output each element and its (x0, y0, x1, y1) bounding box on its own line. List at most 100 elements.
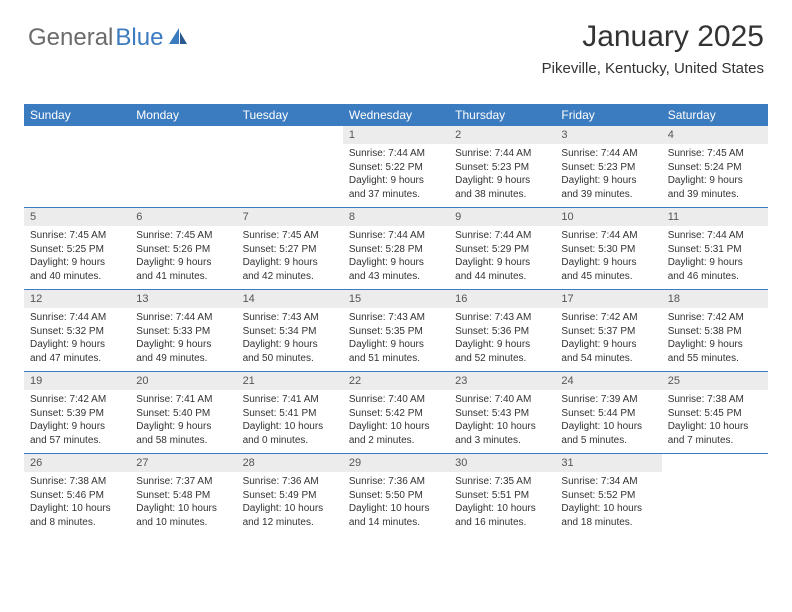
day-cell: 20Sunrise: 7:41 AMSunset: 5:40 PMDayligh… (130, 372, 236, 453)
day-info: Sunrise: 7:42 AMSunset: 5:37 PMDaylight:… (555, 308, 661, 371)
day-cell: 18Sunrise: 7:42 AMSunset: 5:38 PMDayligh… (662, 290, 768, 371)
day-cell: 16Sunrise: 7:43 AMSunset: 5:36 PMDayligh… (449, 290, 555, 371)
day-number: 1 (343, 126, 449, 144)
day-cell: 15Sunrise: 7:43 AMSunset: 5:35 PMDayligh… (343, 290, 449, 371)
day-info: Sunrise: 7:44 AMSunset: 5:23 PMDaylight:… (555, 144, 661, 207)
day-info: Sunrise: 7:39 AMSunset: 5:44 PMDaylight:… (555, 390, 661, 453)
day-number: 30 (449, 454, 555, 472)
day-cell: 29Sunrise: 7:36 AMSunset: 5:50 PMDayligh… (343, 454, 449, 535)
day-cell: 24Sunrise: 7:39 AMSunset: 5:44 PMDayligh… (555, 372, 661, 453)
day-number: 28 (237, 454, 343, 472)
day-number: 17 (555, 290, 661, 308)
day-cell: 13Sunrise: 7:44 AMSunset: 5:33 PMDayligh… (130, 290, 236, 371)
day-info: Sunrise: 7:41 AMSunset: 5:41 PMDaylight:… (237, 390, 343, 453)
day-number: 23 (449, 372, 555, 390)
day-info: Sunrise: 7:38 AMSunset: 5:46 PMDaylight:… (24, 472, 130, 535)
day-header-cell: Sunday (24, 104, 130, 126)
day-number: 6 (130, 208, 236, 226)
day-number: 9 (449, 208, 555, 226)
day-info: Sunrise: 7:44 AMSunset: 5:22 PMDaylight:… (343, 144, 449, 207)
day-info: Sunrise: 7:44 AMSunset: 5:31 PMDaylight:… (662, 226, 768, 289)
day-info: Sunrise: 7:38 AMSunset: 5:45 PMDaylight:… (662, 390, 768, 453)
day-info: Sunrise: 7:45 AMSunset: 5:27 PMDaylight:… (237, 226, 343, 289)
day-number: 15 (343, 290, 449, 308)
day-cell: 7Sunrise: 7:45 AMSunset: 5:27 PMDaylight… (237, 208, 343, 289)
month-title: January 2025 (542, 20, 764, 54)
day-cell: . (24, 126, 130, 207)
day-cell: 12Sunrise: 7:44 AMSunset: 5:32 PMDayligh… (24, 290, 130, 371)
day-cell: 9Sunrise: 7:44 AMSunset: 5:29 PMDaylight… (449, 208, 555, 289)
day-header-cell: Friday (555, 104, 661, 126)
day-info: Sunrise: 7:36 AMSunset: 5:50 PMDaylight:… (343, 472, 449, 535)
day-info: Sunrise: 7:45 AMSunset: 5:25 PMDaylight:… (24, 226, 130, 289)
day-info: Sunrise: 7:36 AMSunset: 5:49 PMDaylight:… (237, 472, 343, 535)
day-cell: 8Sunrise: 7:44 AMSunset: 5:28 PMDaylight… (343, 208, 449, 289)
day-cell: 3Sunrise: 7:44 AMSunset: 5:23 PMDaylight… (555, 126, 661, 207)
day-cell: . (237, 126, 343, 207)
day-number: 14 (237, 290, 343, 308)
day-number: 3 (555, 126, 661, 144)
day-cell: 27Sunrise: 7:37 AMSunset: 5:48 PMDayligh… (130, 454, 236, 535)
logo-text-blue: Blue (115, 24, 163, 52)
day-cell: 17Sunrise: 7:42 AMSunset: 5:37 PMDayligh… (555, 290, 661, 371)
day-number: 18 (662, 290, 768, 308)
day-info: Sunrise: 7:37 AMSunset: 5:48 PMDaylight:… (130, 472, 236, 535)
logo-text-general: General (28, 24, 113, 52)
day-header-cell: Monday (130, 104, 236, 126)
day-cell: . (662, 454, 768, 535)
day-info: Sunrise: 7:43 AMSunset: 5:34 PMDaylight:… (237, 308, 343, 371)
day-info: Sunrise: 7:35 AMSunset: 5:51 PMDaylight:… (449, 472, 555, 535)
day-info: Sunrise: 7:44 AMSunset: 5:23 PMDaylight:… (449, 144, 555, 207)
day-number: 27 (130, 454, 236, 472)
day-info: Sunrise: 7:40 AMSunset: 5:42 PMDaylight:… (343, 390, 449, 453)
day-number: 22 (343, 372, 449, 390)
day-cell: 31Sunrise: 7:34 AMSunset: 5:52 PMDayligh… (555, 454, 661, 535)
day-cell: 28Sunrise: 7:36 AMSunset: 5:49 PMDayligh… (237, 454, 343, 535)
logo-sail-icon (167, 26, 189, 51)
day-info: Sunrise: 7:43 AMSunset: 5:35 PMDaylight:… (343, 308, 449, 371)
day-cell: 25Sunrise: 7:38 AMSunset: 5:45 PMDayligh… (662, 372, 768, 453)
day-cell: 26Sunrise: 7:38 AMSunset: 5:46 PMDayligh… (24, 454, 130, 535)
calendar-week: 5Sunrise: 7:45 AMSunset: 5:25 PMDaylight… (24, 207, 768, 289)
day-header-cell: Saturday (662, 104, 768, 126)
day-number: 10 (555, 208, 661, 226)
day-header-cell: Thursday (449, 104, 555, 126)
day-info: Sunrise: 7:44 AMSunset: 5:33 PMDaylight:… (130, 308, 236, 371)
day-number: 26 (24, 454, 130, 472)
day-info: Sunrise: 7:42 AMSunset: 5:38 PMDaylight:… (662, 308, 768, 371)
day-info: Sunrise: 7:42 AMSunset: 5:39 PMDaylight:… (24, 390, 130, 453)
day-header-cell: Tuesday (237, 104, 343, 126)
calendar-week: 26Sunrise: 7:38 AMSunset: 5:46 PMDayligh… (24, 453, 768, 535)
day-number: 5 (24, 208, 130, 226)
day-info: Sunrise: 7:44 AMSunset: 5:29 PMDaylight:… (449, 226, 555, 289)
day-cell: 5Sunrise: 7:45 AMSunset: 5:25 PMDaylight… (24, 208, 130, 289)
calendar-week: 19Sunrise: 7:42 AMSunset: 5:39 PMDayligh… (24, 371, 768, 453)
day-cell: 14Sunrise: 7:43 AMSunset: 5:34 PMDayligh… (237, 290, 343, 371)
day-number: 16 (449, 290, 555, 308)
day-number: 13 (130, 290, 236, 308)
day-cell: 21Sunrise: 7:41 AMSunset: 5:41 PMDayligh… (237, 372, 343, 453)
day-cell: 22Sunrise: 7:40 AMSunset: 5:42 PMDayligh… (343, 372, 449, 453)
day-cell: . (130, 126, 236, 207)
day-info: Sunrise: 7:45 AMSunset: 5:26 PMDaylight:… (130, 226, 236, 289)
calendar-week: ...1Sunrise: 7:44 AMSunset: 5:22 PMDayli… (24, 126, 768, 207)
day-header-row: SundayMondayTuesdayWednesdayThursdayFrid… (24, 104, 768, 126)
day-info: Sunrise: 7:45 AMSunset: 5:24 PMDaylight:… (662, 144, 768, 207)
calendar: SundayMondayTuesdayWednesdayThursdayFrid… (24, 104, 768, 535)
day-number: 19 (24, 372, 130, 390)
day-number: 2 (449, 126, 555, 144)
day-cell: 2Sunrise: 7:44 AMSunset: 5:23 PMDaylight… (449, 126, 555, 207)
day-header-cell: Wednesday (343, 104, 449, 126)
day-info: Sunrise: 7:40 AMSunset: 5:43 PMDaylight:… (449, 390, 555, 453)
logo: General Blue (28, 24, 189, 52)
calendar-week: 12Sunrise: 7:44 AMSunset: 5:32 PMDayligh… (24, 289, 768, 371)
day-number: 24 (555, 372, 661, 390)
day-info: Sunrise: 7:44 AMSunset: 5:32 PMDaylight:… (24, 308, 130, 371)
day-cell: 19Sunrise: 7:42 AMSunset: 5:39 PMDayligh… (24, 372, 130, 453)
day-cell: 4Sunrise: 7:45 AMSunset: 5:24 PMDaylight… (662, 126, 768, 207)
day-cell: 11Sunrise: 7:44 AMSunset: 5:31 PMDayligh… (662, 208, 768, 289)
header: January 2025 Pikeville, Kentucky, United… (542, 20, 764, 77)
day-cell: 1Sunrise: 7:44 AMSunset: 5:22 PMDaylight… (343, 126, 449, 207)
day-info: Sunrise: 7:44 AMSunset: 5:28 PMDaylight:… (343, 226, 449, 289)
day-number: 12 (24, 290, 130, 308)
